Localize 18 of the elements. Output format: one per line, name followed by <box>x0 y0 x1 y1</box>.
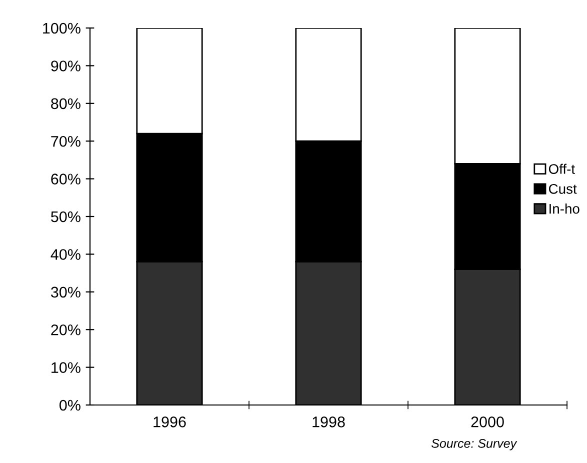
x-tick-label: 2000 <box>471 416 504 428</box>
legend-label: Off-t <box>548 164 575 174</box>
y-tick-label: 40% <box>50 249 80 260</box>
x-tick-label: 1998 <box>312 416 345 428</box>
source-note: Source: Survey <box>431 438 518 450</box>
y-tick-label: 10% <box>52 362 80 373</box>
legend-label: In-ho <box>550 204 580 214</box>
y-tick-label: 100% <box>43 22 80 34</box>
y-tick-label: 90% <box>51 60 80 72</box>
y-tick-label: 70% <box>51 136 80 147</box>
legend-label: Cust <box>548 184 577 194</box>
y-tick-label: 60% <box>51 174 80 184</box>
y-tick-label: 20% <box>51 324 80 336</box>
y-tick-label: 30% <box>50 286 80 298</box>
y-tick-label: 0% <box>59 400 80 411</box>
x-tick-label: 1996 <box>154 416 186 428</box>
y-tick-label: 50% <box>51 211 80 222</box>
y-tick-label: 80% <box>51 98 80 110</box>
